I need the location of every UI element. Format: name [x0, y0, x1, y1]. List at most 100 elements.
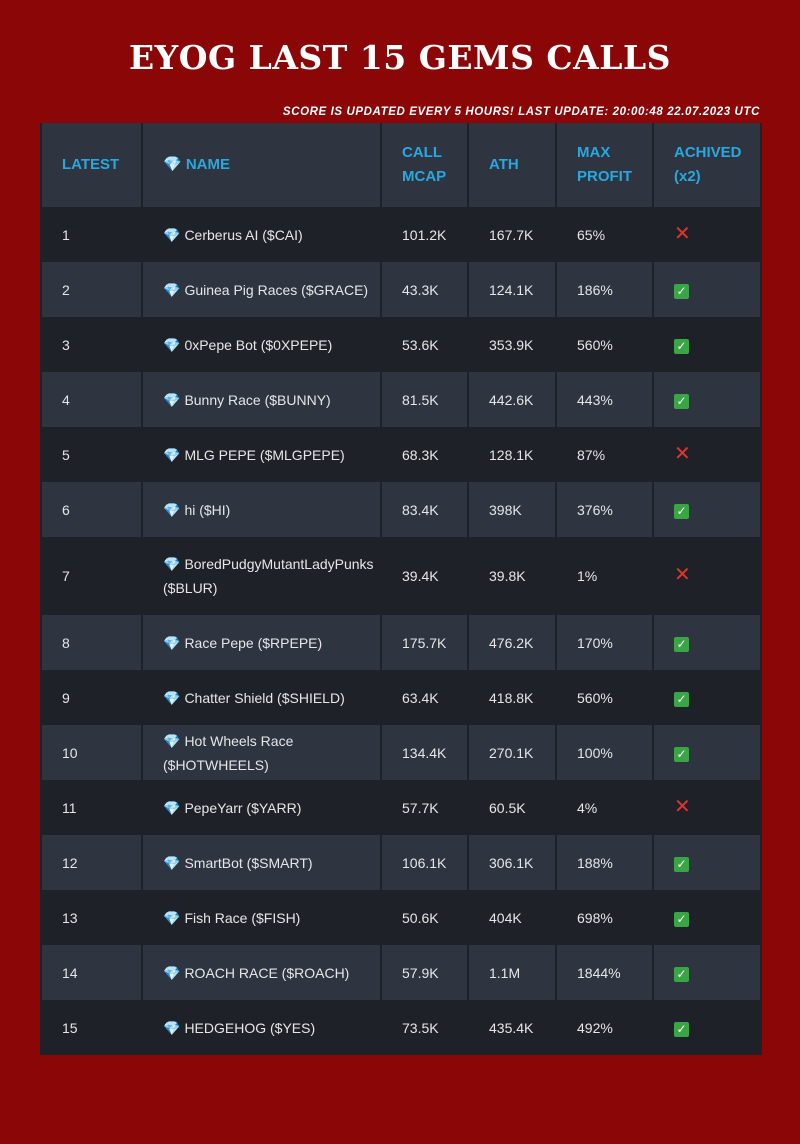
column-header-latest[interactable]: LATEST	[42, 123, 141, 207]
max-profit-cell: 100%	[557, 725, 652, 780]
name-cell: 💎 ROACH RACE ($ROACH)	[143, 945, 380, 1000]
token-name: Hot Wheels Race ($HOTWHEELS)	[163, 732, 294, 773]
ath-cell: 353.9K	[469, 317, 555, 372]
table-row: 1 💎 Cerberus AI ($CAI) 101.2K 167.7K 65% ✕	[42, 207, 760, 262]
token-name: HEDGEHOG ($YES)	[184, 1019, 316, 1036]
name-cell: 💎 Guinea Pig Races ($GRACE)	[143, 262, 380, 317]
call-mcap-cell: 83.4K	[382, 482, 467, 537]
name-cell: 💎 Race Pepe ($RPEPE)	[143, 615, 380, 670]
achieved-cell: ✓	[654, 1000, 760, 1055]
table-row: 10 💎 Hot Wheels Race ($HOTWHEELS) 134.4K 270…	[42, 725, 760, 780]
achieved-cell: ✕	[654, 427, 760, 482]
ath-cell: 270.1K	[469, 725, 555, 780]
max-profit-cell: 376%	[557, 482, 652, 537]
update-notice: Score is updated every 5 hours! Last upd…	[282, 106, 760, 118]
rank-cell: 14	[42, 945, 141, 1000]
token-name: Bunny Race ($BUNNY)	[184, 391, 331, 408]
achieved-cell: ✕	[654, 780, 760, 835]
name-cell: 💎 Fish Race ($FISH)	[143, 890, 380, 945]
call-mcap-cell: 81.5K	[382, 372, 467, 427]
rank-cell: 6	[42, 482, 141, 537]
table-row: 2 💎 Guinea Pig Races ($GRACE) 43.3K 124.1K 18…	[42, 262, 760, 317]
rank-cell: 3	[42, 317, 141, 372]
ath-cell: 124.1K	[469, 262, 555, 317]
gem-icon: 💎	[163, 689, 181, 706]
achieved-cell: ✕	[654, 207, 760, 262]
ath-cell: 60.5K	[469, 780, 555, 835]
gem-icon: 💎	[163, 732, 181, 749]
column-header-call-mcap[interactable]: CALL MCAP	[382, 123, 467, 207]
token-name: Cerberus AI ($CAI)	[184, 226, 303, 243]
gem-icon: 💎	[163, 634, 181, 651]
table-row: 13 💎 Fish Race ($FISH) 50.6K 404K 698% ✓	[42, 890, 760, 945]
name-cell: 💎 BoredPudgyMutantLadyPunks ($BLUR)	[143, 537, 380, 615]
table-row: 12 💎 SmartBot ($SMART) 106.1K 306.1K 188% ✓	[42, 835, 760, 890]
max-profit-cell: 188%	[557, 835, 652, 890]
token-name: SmartBot ($SMART)	[184, 854, 313, 871]
table-row: 8 💎 Race Pepe ($RPEPE) 175.7K 476.2K 170% ✓	[42, 615, 760, 670]
table-row: 4 💎 Bunny Race ($BUNNY) 81.5K 442.6K 443% ✓	[42, 372, 760, 427]
name-cell: 💎 hi ($HI)	[143, 482, 380, 537]
check-icon: ✓	[674, 338, 689, 354]
max-profit-cell: 560%	[557, 670, 652, 725]
gem-icon: 💎	[163, 281, 181, 298]
achieved-cell: ✓	[654, 482, 760, 537]
call-mcap-cell: 57.9K	[382, 945, 467, 1000]
achieved-cell: ✓	[654, 262, 760, 317]
token-name: hi ($HI)	[184, 501, 231, 518]
ath-cell: 435.4K	[469, 1000, 555, 1055]
ath-cell: 1.1M	[469, 945, 555, 1000]
check-icon: ✓	[674, 283, 689, 299]
max-profit-cell: 560%	[557, 317, 652, 372]
gem-icon: 💎	[163, 964, 181, 981]
ath-cell: 39.8K	[469, 537, 555, 615]
gems-table-container: LATEST 💎 NAME CALL MCAP ATH MAX PROFIT A…	[40, 123, 762, 1055]
call-mcap-cell: 175.7K	[382, 615, 467, 670]
rank-cell: 2	[42, 262, 141, 317]
name-cell: 💎 Hot Wheels Race ($HOTWHEELS)	[143, 725, 380, 780]
call-mcap-cell: 134.4K	[382, 725, 467, 780]
column-header-max-profit[interactable]: MAX PROFIT	[557, 123, 652, 207]
gem-icon: 💎	[163, 391, 181, 408]
token-name: Fish Race ($FISH)	[184, 909, 301, 926]
table-row: 7 💎 BoredPudgyMutantLadyPunks ($BLUR) 39.4K…	[42, 537, 760, 615]
max-profit-cell: 170%	[557, 615, 652, 670]
token-name: MLG PEPE ($MLGPEPE)	[184, 446, 345, 463]
call-mcap-cell: 53.6K	[382, 317, 467, 372]
rank-cell: 10	[42, 725, 141, 780]
achieved-cell: ✓	[654, 725, 760, 780]
max-profit-cell: 1%	[557, 537, 652, 615]
ath-cell: 398K	[469, 482, 555, 537]
achieved-cell: ✕	[654, 537, 760, 615]
call-mcap-cell: 73.5K	[382, 1000, 467, 1055]
table-header-row: LATEST 💎 NAME CALL MCAP ATH MAX PROFIT A…	[42, 123, 760, 207]
call-mcap-cell: 57.7K	[382, 780, 467, 835]
table-row: 5 💎 MLG PEPE ($MLGPEPE) 68.3K 128.1K 87% ✕	[42, 427, 760, 482]
rank-cell: 13	[42, 890, 141, 945]
rank-cell: 11	[42, 780, 141, 835]
achieved-cell: ✓	[654, 372, 760, 427]
column-header-name[interactable]: 💎 NAME	[143, 123, 380, 207]
call-mcap-cell: 106.1K	[382, 835, 467, 890]
ath-cell: 418.8K	[469, 670, 555, 725]
token-name: Race Pepe ($RPEPE)	[184, 634, 323, 651]
achieved-cell: ✓	[654, 615, 760, 670]
gem-icon: 💎	[163, 909, 181, 926]
call-mcap-cell: 39.4K	[382, 537, 467, 615]
column-header-ath[interactable]: ATH	[469, 123, 555, 207]
column-header-achived[interactable]: ACHIVED (x2)	[654, 123, 760, 207]
ath-cell: 476.2K	[469, 615, 555, 670]
name-cell: 💎 0xPepe Bot ($0XPEPE)	[143, 317, 380, 372]
check-icon: ✓	[674, 393, 689, 409]
max-profit-cell: 87%	[557, 427, 652, 482]
rank-cell: 15	[42, 1000, 141, 1055]
check-icon: ✓	[674, 503, 689, 519]
name-cell: 💎 MLG PEPE ($MLGPEPE)	[143, 427, 380, 482]
token-name: ROACH RACE ($ROACH)	[184, 964, 350, 981]
name-cell: 💎 SmartBot ($SMART)	[143, 835, 380, 890]
achieved-cell: ✓	[654, 890, 760, 945]
cross-icon: ✕	[674, 795, 691, 818]
ath-cell: 442.6K	[469, 372, 555, 427]
max-profit-cell: 65%	[557, 207, 652, 262]
achieved-cell: ✓	[654, 835, 760, 890]
